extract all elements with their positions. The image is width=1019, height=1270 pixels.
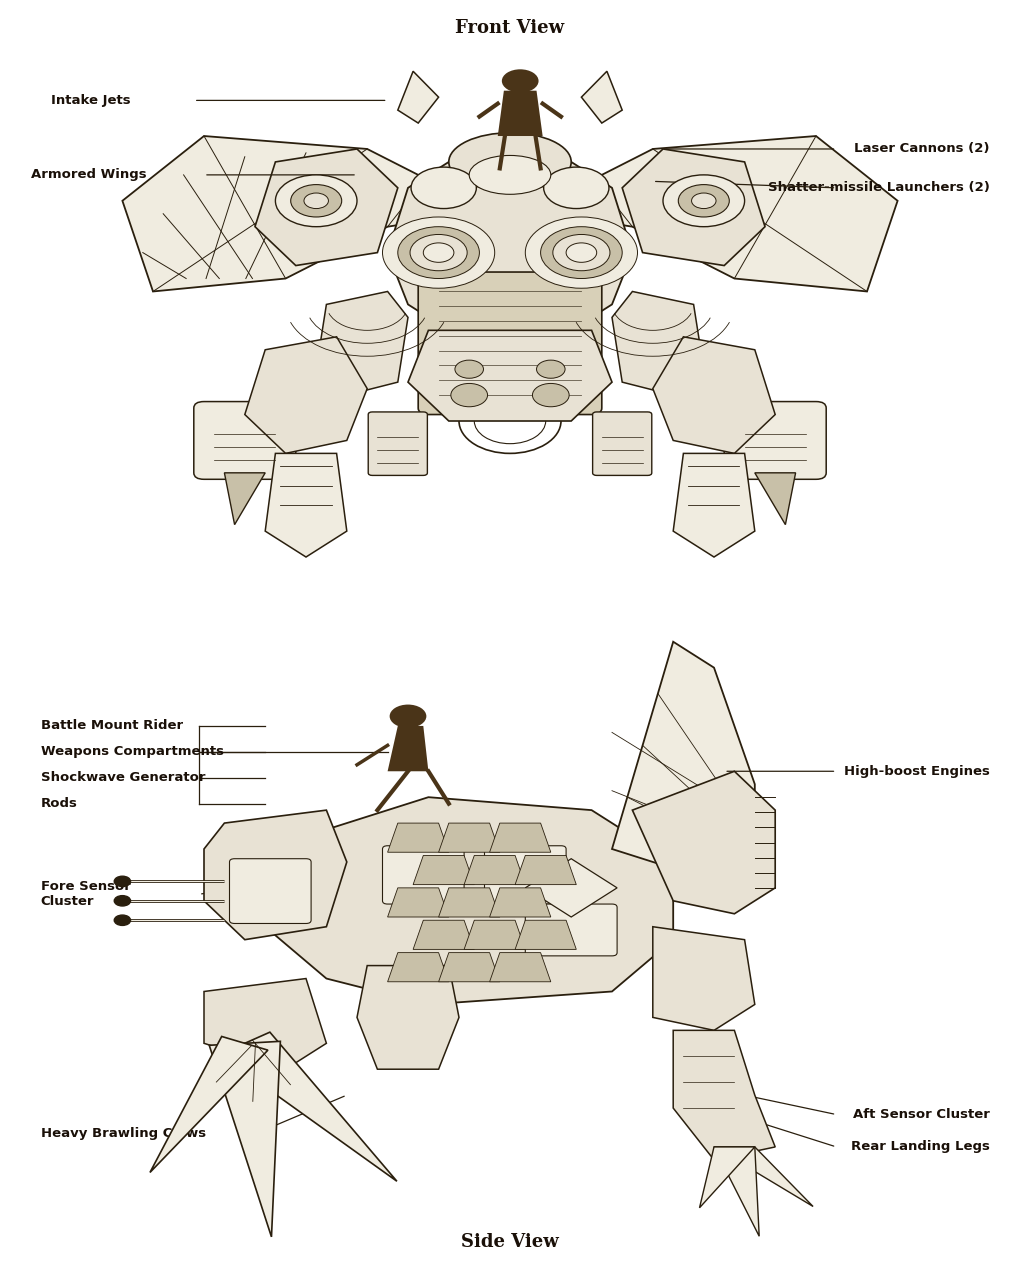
- Polygon shape: [397, 71, 438, 123]
- Circle shape: [397, 227, 479, 278]
- FancyBboxPatch shape: [229, 859, 311, 923]
- Circle shape: [454, 361, 483, 378]
- Polygon shape: [550, 136, 897, 292]
- Circle shape: [678, 184, 729, 217]
- Polygon shape: [316, 291, 408, 395]
- Text: Shockwave Generator: Shockwave Generator: [41, 771, 205, 785]
- Polygon shape: [699, 1147, 754, 1208]
- Text: Armored Wings: Armored Wings: [31, 169, 146, 182]
- Polygon shape: [387, 161, 632, 330]
- Polygon shape: [489, 823, 550, 852]
- Text: Rear Landing Legs: Rear Landing Legs: [850, 1140, 988, 1153]
- Text: Weapons Compartments: Weapons Compartments: [41, 745, 223, 758]
- Circle shape: [114, 876, 130, 886]
- Circle shape: [552, 235, 609, 271]
- Polygon shape: [413, 856, 474, 885]
- Text: Fore Sensor
Cluster: Fore Sensor Cluster: [41, 880, 130, 908]
- Polygon shape: [255, 149, 397, 265]
- Polygon shape: [652, 927, 754, 1030]
- Polygon shape: [438, 952, 499, 982]
- Polygon shape: [622, 149, 764, 265]
- Text: Front View: Front View: [455, 19, 564, 37]
- Circle shape: [114, 916, 130, 926]
- Circle shape: [304, 193, 328, 208]
- Polygon shape: [122, 136, 469, 292]
- Polygon shape: [204, 978, 326, 1069]
- Text: Laser Cannons (2): Laser Cannons (2): [853, 142, 988, 155]
- Polygon shape: [713, 1147, 758, 1236]
- Circle shape: [290, 184, 341, 217]
- Polygon shape: [204, 810, 346, 940]
- Polygon shape: [224, 472, 265, 525]
- Text: Battle Mount Rider: Battle Mount Rider: [41, 719, 182, 733]
- Polygon shape: [652, 337, 774, 453]
- Polygon shape: [497, 90, 542, 136]
- Text: Shatter-missile Launchers (2): Shatter-missile Launchers (2): [766, 182, 988, 194]
- Text: Intake Jets: Intake Jets: [51, 94, 130, 107]
- Polygon shape: [245, 337, 367, 453]
- Circle shape: [114, 895, 130, 906]
- Polygon shape: [611, 641, 754, 875]
- Polygon shape: [387, 823, 448, 852]
- Circle shape: [566, 243, 596, 263]
- Circle shape: [389, 705, 426, 728]
- Circle shape: [662, 175, 744, 226]
- FancyBboxPatch shape: [418, 272, 601, 414]
- Polygon shape: [265, 798, 673, 1005]
- Circle shape: [532, 384, 569, 406]
- Polygon shape: [754, 472, 795, 525]
- Polygon shape: [438, 888, 499, 917]
- FancyBboxPatch shape: [592, 411, 651, 475]
- Polygon shape: [464, 856, 525, 885]
- Circle shape: [501, 70, 538, 93]
- Polygon shape: [489, 888, 550, 917]
- Polygon shape: [387, 888, 448, 917]
- Polygon shape: [673, 1030, 774, 1160]
- Circle shape: [450, 384, 487, 406]
- Polygon shape: [713, 1147, 812, 1206]
- Circle shape: [525, 217, 637, 288]
- Circle shape: [691, 193, 715, 208]
- Text: High-boost Engines: High-boost Engines: [843, 765, 988, 777]
- Polygon shape: [438, 823, 499, 852]
- Polygon shape: [150, 1036, 268, 1172]
- Text: Rods: Rods: [41, 798, 77, 810]
- Polygon shape: [209, 1041, 280, 1237]
- Circle shape: [423, 243, 453, 263]
- FancyBboxPatch shape: [194, 401, 296, 479]
- Polygon shape: [632, 771, 774, 914]
- Circle shape: [275, 175, 357, 226]
- Polygon shape: [387, 952, 448, 982]
- FancyBboxPatch shape: [484, 846, 566, 904]
- Polygon shape: [525, 859, 616, 917]
- FancyBboxPatch shape: [368, 411, 427, 475]
- Text: Side View: Side View: [461, 1233, 558, 1251]
- Circle shape: [543, 168, 608, 208]
- Polygon shape: [489, 952, 550, 982]
- Polygon shape: [408, 330, 611, 422]
- Circle shape: [411, 168, 476, 208]
- Polygon shape: [387, 726, 428, 771]
- Circle shape: [382, 217, 494, 288]
- Circle shape: [410, 235, 467, 271]
- FancyBboxPatch shape: [723, 401, 825, 479]
- Polygon shape: [515, 856, 576, 885]
- Ellipse shape: [448, 133, 571, 190]
- Circle shape: [536, 361, 565, 378]
- Polygon shape: [611, 291, 703, 395]
- Text: Heavy Brawling Claws: Heavy Brawling Claws: [41, 1128, 206, 1140]
- Polygon shape: [515, 921, 576, 950]
- Polygon shape: [673, 453, 754, 558]
- FancyBboxPatch shape: [525, 904, 616, 956]
- Text: Aft Sensor Cluster: Aft Sensor Cluster: [852, 1107, 988, 1121]
- FancyBboxPatch shape: [382, 846, 464, 904]
- Polygon shape: [413, 921, 474, 950]
- Polygon shape: [219, 1033, 396, 1181]
- Polygon shape: [464, 921, 525, 950]
- Polygon shape: [265, 453, 346, 558]
- Polygon shape: [357, 965, 459, 1069]
- Circle shape: [540, 227, 622, 278]
- Ellipse shape: [469, 155, 550, 194]
- Polygon shape: [581, 71, 622, 123]
